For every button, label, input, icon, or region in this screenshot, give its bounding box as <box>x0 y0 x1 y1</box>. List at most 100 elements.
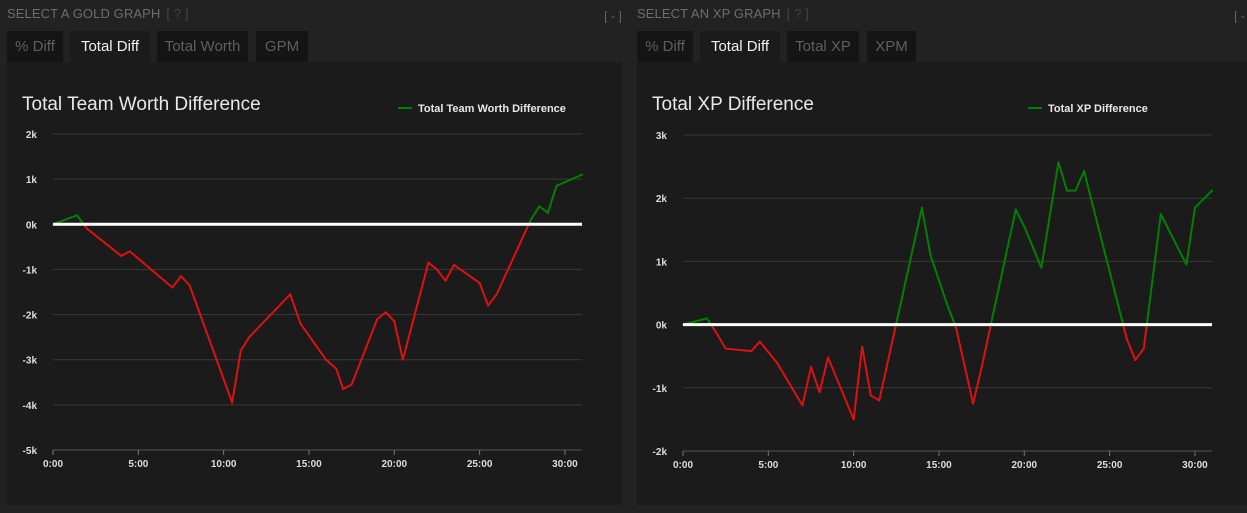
xp-series-segment <box>709 323 719 336</box>
xp-series-segment <box>1159 213 1171 233</box>
xp-y-tick-label: 1k <box>656 257 668 268</box>
gold-series-segment <box>179 275 191 287</box>
gold-series-segment <box>342 383 353 391</box>
tab-xp-xpm[interactable]: XPM <box>867 31 916 62</box>
xp-collapse-button[interactable]: [ - ] <box>1234 9 1247 23</box>
gold-panel-title-text: SELECT A GOLD GRAPH <box>7 6 161 21</box>
gold-help-link[interactable]: [ ? ] <box>166 6 189 21</box>
xp-y-tick-label: -1k <box>653 384 668 395</box>
xp-series-segment <box>869 394 881 402</box>
gold-legend-label[interactable]: Total Team Worth Difference <box>418 103 566 115</box>
gold-series-segment <box>393 320 404 361</box>
xp-y-tick-label: 0k <box>656 321 668 332</box>
gold-series-segment <box>384 311 396 323</box>
gold-series-segment <box>188 284 234 404</box>
gold-series-segment <box>453 263 481 284</box>
gold-series-segment <box>538 205 549 214</box>
xp-x-tick-label: 15:00 <box>926 460 952 471</box>
xp-series-segment <box>861 345 872 397</box>
xp-series-segment <box>818 356 830 394</box>
xp-x-tick-label: 20:00 <box>1012 460 1038 471</box>
xp-y-tick-label: 2k <box>656 194 668 205</box>
xp-series-segment <box>1014 208 1026 228</box>
xp-legend-label[interactable]: Total XP Difference <box>1048 103 1148 115</box>
xp-series-segment <box>1122 323 1128 340</box>
gold-series-segment <box>555 173 583 187</box>
xp-diff-chart: Total XP Difference Total XP Difference 3k… <box>652 94 1213 471</box>
xp-series-segment <box>750 340 761 353</box>
gold-series-segment <box>546 184 558 214</box>
gold-x-tick-label: 5:00 <box>128 459 148 470</box>
gold-series-segment <box>325 358 338 370</box>
xp-series-segment <box>878 323 898 402</box>
gold-x-tick-label: 30:00 <box>552 459 578 470</box>
xp-panel-title: SELECT AN XP GRAPH [ ? ] <box>637 6 809 21</box>
tab-gold-total-diff[interactable]: Total Diff <box>70 31 150 62</box>
xp-series-segment <box>852 345 864 421</box>
xp-series-segment <box>724 347 753 353</box>
gold-series-segment <box>299 322 328 361</box>
xp-y-tick-label: -2k <box>653 447 668 458</box>
xp-series-segment <box>946 304 956 326</box>
gold-x-tick-label: 0:00 <box>43 459 63 470</box>
tab-gold-gpm[interactable]: GPM <box>256 31 308 62</box>
xp-series-segment <box>1145 213 1162 326</box>
tab-xp-total-xp[interactable]: Total XP <box>787 31 859 62</box>
gold-series-segment <box>86 227 123 257</box>
gold-series-segment <box>171 275 182 289</box>
gold-series-segment <box>75 214 85 226</box>
xp-series-segment <box>1185 206 1196 266</box>
xp-series-segment <box>1193 189 1213 209</box>
gold-y-tick-label: 2k <box>26 130 38 141</box>
xp-series-segment <box>1023 225 1043 269</box>
xp-series-segment <box>895 206 923 326</box>
gold-series-segment <box>248 293 292 339</box>
xp-series-segment <box>1142 323 1148 350</box>
gold-x-tick-label: 25:00 <box>467 459 493 470</box>
xp-series-segment <box>1057 161 1068 192</box>
xp-series-segment <box>758 340 778 364</box>
tab-gold-total-worth[interactable]: Total Worth <box>157 31 248 62</box>
xp-series-segment <box>775 361 804 407</box>
gold-series-segment <box>401 261 430 361</box>
xp-series-segment <box>1074 170 1086 192</box>
tab-xp-total-diff[interactable]: Total Diff <box>700 31 780 62</box>
gold-panel-header: SELECT A GOLD GRAPH [ ? ] [ - ] <box>7 6 622 24</box>
gold-series-segment <box>350 318 379 386</box>
gold-diff-chart: Total Team Worth Difference Total Team Wo… <box>22 94 583 470</box>
gold-y-tick-label: -1k <box>23 265 38 276</box>
gold-series-segment <box>495 223 530 296</box>
xp-series-segment <box>955 326 975 405</box>
xp-chart-title: Total XP Difference <box>652 94 814 115</box>
gold-series-segment <box>289 293 302 325</box>
tab-gold-percent-diff[interactable]: % Diff <box>7 31 63 62</box>
xp-panel-header: SELECT AN XP GRAPH [ ? ] [ - ] <box>637 6 1247 24</box>
gold-y-tick-label: -4k <box>23 401 38 412</box>
xp-help-link[interactable]: [ ? ] <box>786 6 809 21</box>
xp-series-segment <box>1083 170 1125 326</box>
xp-series-segment <box>1040 161 1060 269</box>
gold-series-segment <box>335 367 345 391</box>
gold-panel-title: SELECT A GOLD GRAPH [ ? ] <box>7 6 189 21</box>
xp-x-tick-label: 30:00 <box>1182 460 1208 471</box>
gold-y-tick-label: -5k <box>23 446 38 457</box>
gold-chart-title: Total Team Worth Difference <box>22 94 261 115</box>
gold-y-tick-label: 1k <box>26 175 38 186</box>
xp-series-segment <box>801 365 812 407</box>
tab-xp-percent-diff[interactable]: % Diff <box>637 31 693 62</box>
gold-graph-panel: SELECT A GOLD GRAPH [ ? ] [ - ] % Diff To… <box>7 0 622 513</box>
xp-series-segment <box>827 356 855 421</box>
gold-y-tick-label: -2k <box>23 311 38 322</box>
gold-y-tick-label: 0k <box>26 220 38 231</box>
gold-collapse-button[interactable]: [ - ] <box>604 9 622 23</box>
xp-graph-panel: SELECT AN XP GRAPH [ ? ] [ - ] % Diff Tot… <box>637 0 1247 513</box>
xp-series-segment <box>920 206 932 257</box>
gold-series-segment <box>529 205 541 221</box>
xp-series-segment <box>972 366 983 405</box>
gold-x-tick-label: 10:00 <box>211 459 237 470</box>
gold-series-segment <box>487 293 498 307</box>
xp-series-segment <box>1125 337 1137 361</box>
gold-chart-container: Total Team Worth Difference Total Team Wo… <box>7 62 622 505</box>
gold-series-segment <box>231 349 242 404</box>
xp-series-segment <box>1134 347 1145 361</box>
